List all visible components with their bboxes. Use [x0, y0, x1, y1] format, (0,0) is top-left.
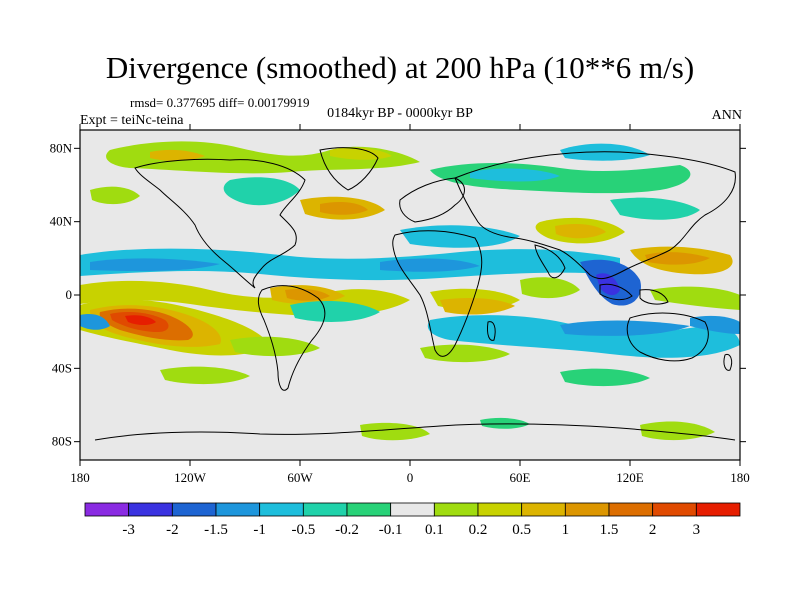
- lat-tick-label: 0: [66, 287, 73, 302]
- plot-title: Divergence (smoothed) at 200 hPa (10**6 …: [105, 50, 695, 85]
- lon-tick-label: 180: [70, 470, 90, 485]
- period-label: 0184kyr BP - 0000kyr BP: [327, 106, 473, 121]
- lat-tick-label: 80N: [50, 140, 73, 155]
- colorbar-label: 3: [693, 522, 701, 538]
- colorbar: -3 -2 -1.5 -1 -0.5 -0.2 -0.1 0.1 0.2 0.5 1 1.5 2 3: [84, 502, 741, 538]
- divergence-field: [80, 141, 740, 441]
- colorbar-label: 1.5: [600, 522, 619, 538]
- colorbar-label: 2: [649, 522, 657, 538]
- colorbar-label: -2: [166, 522, 179, 538]
- colorbar-swatch: [259, 502, 304, 517]
- colorbar-swatch: [564, 502, 610, 517]
- colorbar-swatch: [390, 502, 435, 517]
- colorbar-label: -3: [122, 522, 135, 538]
- lat-tick-label: 80S: [52, 434, 72, 449]
- colorbar-swatch: [302, 502, 348, 517]
- colorbar-swatch: [128, 502, 173, 517]
- coastlines: [94, 147, 736, 441]
- rmsd-diff-stats: rmsd= 0.377695 diff= 0.00179919: [130, 95, 310, 110]
- lon-tick-label: 180: [730, 470, 750, 485]
- lon-tick-label: 120E: [616, 470, 644, 485]
- lon-tick-label: 60W: [287, 470, 313, 485]
- season-label: ANN: [711, 108, 742, 123]
- colorbar-swatch: [84, 502, 130, 517]
- lon-tick-label: 120W: [174, 470, 207, 485]
- colorbar-swatch: [695, 502, 741, 517]
- colorbar-swatch: [652, 502, 697, 517]
- colorbar-swatch: [608, 502, 654, 517]
- colorbar-label: 0.1: [425, 522, 444, 538]
- lon-tick-label: 60E: [510, 470, 531, 485]
- colorbar-swatch: [433, 502, 479, 517]
- experiment-label: Expt = teiNc-teina: [80, 113, 184, 128]
- colorbar-label: -1.5: [204, 522, 228, 538]
- lon-tick-label: 0: [407, 470, 414, 485]
- colorbar-label: 0.2: [469, 522, 488, 538]
- colorbar-swatch: [171, 502, 217, 517]
- lat-tick-label: 40N: [50, 214, 73, 229]
- colorbar-label: -0.1: [379, 522, 403, 538]
- colorbar-label: 0.5: [512, 522, 531, 538]
- colorbar-swatch: [215, 502, 261, 517]
- colorbar-swatch: [521, 502, 566, 517]
- colorbar-label: -0.5: [291, 522, 315, 538]
- colorbar-label: -0.2: [335, 522, 359, 538]
- lat-tick-label: 40S: [52, 360, 72, 375]
- colorbar-swatch: [477, 502, 523, 517]
- colorbar-label: 1: [562, 522, 570, 538]
- colorbar-swatch: [346, 502, 392, 517]
- axis-ticks: 80N 40N 0 40S 80S 180 120W 60W 0 60E 120E 180: [50, 124, 750, 485]
- colorbar-label: -1: [253, 522, 266, 538]
